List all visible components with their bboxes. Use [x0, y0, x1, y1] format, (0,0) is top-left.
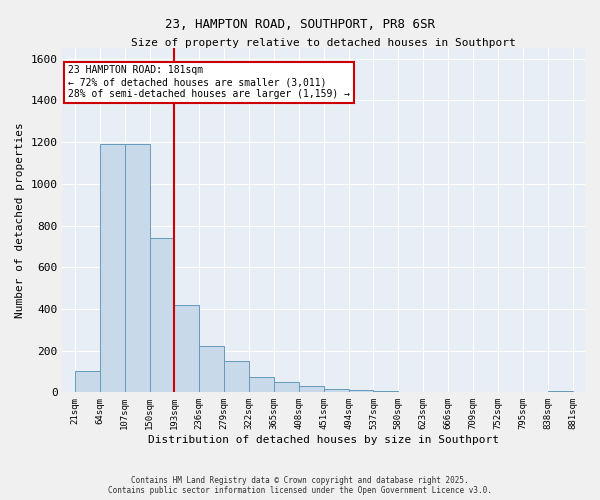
Bar [224, 361, 249, 392]
Bar [199, 346, 224, 393]
Bar [249, 376, 274, 392]
Bar [324, 389, 349, 392]
Bar [75, 372, 100, 392]
X-axis label: Distribution of detached houses by size in Southport: Distribution of detached houses by size … [148, 435, 499, 445]
Bar [299, 386, 324, 392]
Text: 23, HAMPTON ROAD, SOUTHPORT, PR8 6SR: 23, HAMPTON ROAD, SOUTHPORT, PR8 6SR [165, 18, 435, 30]
Bar [274, 382, 299, 392]
Bar [149, 238, 175, 392]
Title: Size of property relative to detached houses in Southport: Size of property relative to detached ho… [131, 38, 516, 48]
Bar [125, 144, 149, 392]
Text: 23 HAMPTON ROAD: 181sqm
← 72% of detached houses are smaller (3,011)
28% of semi: 23 HAMPTON ROAD: 181sqm ← 72% of detache… [68, 66, 350, 98]
Bar [349, 390, 373, 392]
Y-axis label: Number of detached properties: Number of detached properties [15, 122, 25, 318]
Bar [100, 144, 125, 392]
Bar [175, 305, 199, 392]
Text: Contains HM Land Registry data © Crown copyright and database right 2025.
Contai: Contains HM Land Registry data © Crown c… [108, 476, 492, 495]
